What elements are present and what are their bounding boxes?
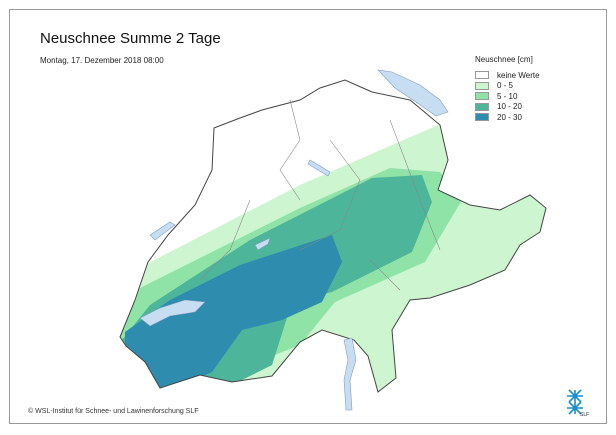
- legend-swatch: [475, 102, 489, 111]
- lake-neuchatel: [149, 221, 176, 241]
- legend-label: 5 - 10: [497, 91, 518, 101]
- map-date: Montag, 17. Dezember 2018 08:00: [40, 56, 164, 65]
- lake-lucerne: [254, 237, 271, 251]
- legend-label: keine Werte: [497, 70, 540, 80]
- legend-label: 10 - 20: [497, 102, 522, 112]
- legend-title: Neuschnee [cm]: [475, 55, 533, 64]
- lake-zurich: [307, 159, 331, 177]
- slf-logo: [567, 389, 583, 415]
- legend-swatch: [475, 71, 489, 80]
- legend-item: 0 - 5: [475, 81, 540, 92]
- legend-swatch: [475, 92, 489, 101]
- legend-item: keine Werte: [475, 70, 540, 81]
- lake-maggiore: [343, 337, 357, 411]
- legend-item: 10 - 20: [475, 102, 540, 113]
- legend-label: 0 - 5: [497, 81, 514, 91]
- legend-swatch: [475, 113, 489, 122]
- legend-item: 20 - 30: [475, 112, 540, 123]
- map-title: Neuschnee Summe 2 Tage: [40, 30, 221, 47]
- slf-logo-text: SLF: [580, 412, 589, 418]
- copyright: © WSL-Institut für Schnee- und Lawinenfo…: [28, 408, 199, 415]
- lake-geneva: [139, 299, 206, 327]
- lake-constance: [377, 69, 449, 117]
- legend-swatch: [475, 81, 489, 90]
- legend-item: 5 - 10: [475, 91, 540, 102]
- legend-label: 20 - 30: [497, 112, 522, 122]
- zone-20-30: [125, 235, 342, 392]
- legend: Neuschnee [cm] keine Werte 0 - 5 5 - 10 …: [475, 55, 540, 123]
- canton-borders: [199, 99, 441, 291]
